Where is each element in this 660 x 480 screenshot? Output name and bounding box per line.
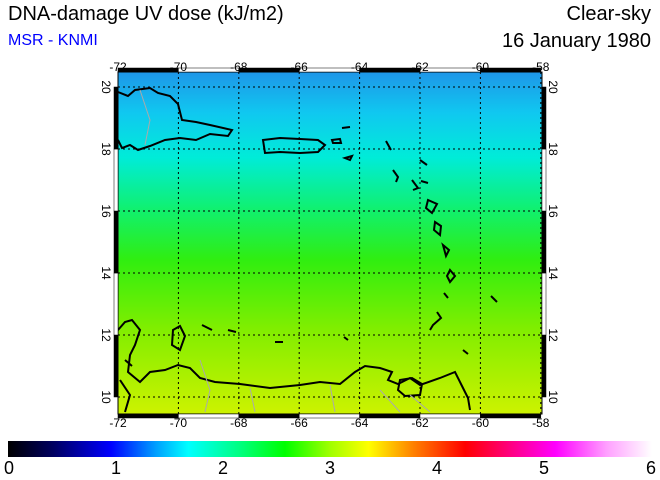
lat-tick-right: 10 (546, 390, 560, 404)
lat-tick-right: 14 (546, 266, 560, 280)
lon-tick-top: -68 (230, 60, 248, 74)
frame-bar (541, 210, 547, 274)
graticule (117, 72, 542, 414)
lon-tick-top: -66 (290, 60, 308, 74)
frame-bar (113, 148, 119, 212)
borders (139, 89, 431, 413)
lat-tick-right: 12 (546, 328, 560, 342)
colorbar-label: 2 (217, 458, 229, 478)
frame-bar (541, 148, 547, 212)
map-title: DNA-damage UV dose (kJ/m2) (8, 3, 284, 25)
frame-bar (113, 86, 119, 150)
colorbar (8, 441, 652, 457)
colorbar-label: 6 (645, 458, 657, 478)
lat-tick-left: 12 (99, 328, 113, 342)
lon-tick-bottom: -64 (350, 416, 369, 430)
lon-tick-top: -62 (411, 60, 429, 74)
lon-tick-bottom: -60 (471, 416, 490, 430)
lat-tick-right: 20 (546, 80, 560, 94)
lon-tick-bottom: -72 (109, 416, 127, 430)
frame-bar (480, 413, 542, 419)
lat-tick-left: 14 (99, 266, 113, 280)
lat-tick-left: 18 (99, 142, 113, 156)
date-label: 16 January 1980 (501, 30, 651, 52)
frame-bar (113, 210, 119, 274)
frame-bar (113, 334, 119, 398)
frame-bar (541, 334, 547, 398)
uv-dose-field (118, 72, 542, 414)
frame-bar (113, 272, 119, 336)
frame-bar (480, 67, 542, 73)
lon-tick-bottom: -66 (290, 416, 308, 430)
colorbar-label: 5 (538, 458, 550, 478)
colorbar-label: 3 (324, 458, 336, 478)
lat-tick-left: 10 (99, 390, 113, 404)
colorbar-label: 1 (110, 458, 122, 478)
lon-tick-top: -72 (109, 60, 127, 74)
lat-tick-left: 20 (99, 80, 113, 94)
colorbar-label: 0 (3, 458, 15, 478)
lon-tick-bottom: -70 (169, 416, 188, 430)
lat-tick-left: 16 (99, 204, 113, 218)
sky-condition-label: Clear-sky (566, 3, 651, 25)
lat-tick-right: 18 (546, 142, 560, 156)
lon-tick-bottom: -68 (230, 416, 248, 430)
lat-tick-right: 16 (546, 204, 560, 218)
frame-bar (541, 86, 547, 150)
frame-scale-bars (113, 67, 547, 419)
credit-label: MSR - KNMI (8, 32, 98, 49)
lon-tick-top: -60 (471, 60, 490, 74)
lon-tick-top: -64 (350, 60, 369, 74)
colorbar-label: 4 (431, 458, 443, 478)
lon-tick-bottom: -62 (411, 416, 429, 430)
lon-tick-top: -70 (169, 60, 188, 74)
lon-tick-bottom: -58 (532, 416, 550, 430)
coastlines (117, 86, 498, 413)
lon-tick-top: -58 (532, 60, 550, 74)
frame-bar (541, 272, 547, 336)
